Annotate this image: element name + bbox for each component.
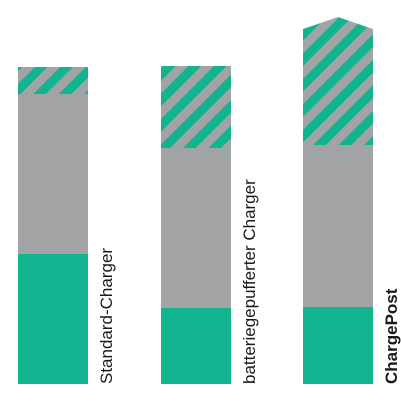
bar-segment-1-0: [161, 308, 231, 384]
bars-group: [18, 17, 373, 384]
category-label-1: batteriegepufferter Charger: [240, 179, 259, 384]
category-label-0: Standard-Charger: [97, 248, 116, 384]
bar-segment-0-2: [18, 67, 88, 94]
bar-segment-2-2: [303, 17, 373, 145]
bar-segment-0-0: [18, 254, 88, 384]
bar-segment-0-1: [18, 94, 88, 254]
category-label-2: ChargePost: [382, 288, 401, 384]
bar-segment-2-1: [303, 145, 373, 307]
bar-segment-2-0: [303, 307, 373, 384]
bar-segment-1-2: [161, 66, 231, 148]
labels-group: Standard-Charger batteriegepufferter Char…: [97, 179, 401, 384]
bar-segment-1-1: [161, 148, 231, 308]
